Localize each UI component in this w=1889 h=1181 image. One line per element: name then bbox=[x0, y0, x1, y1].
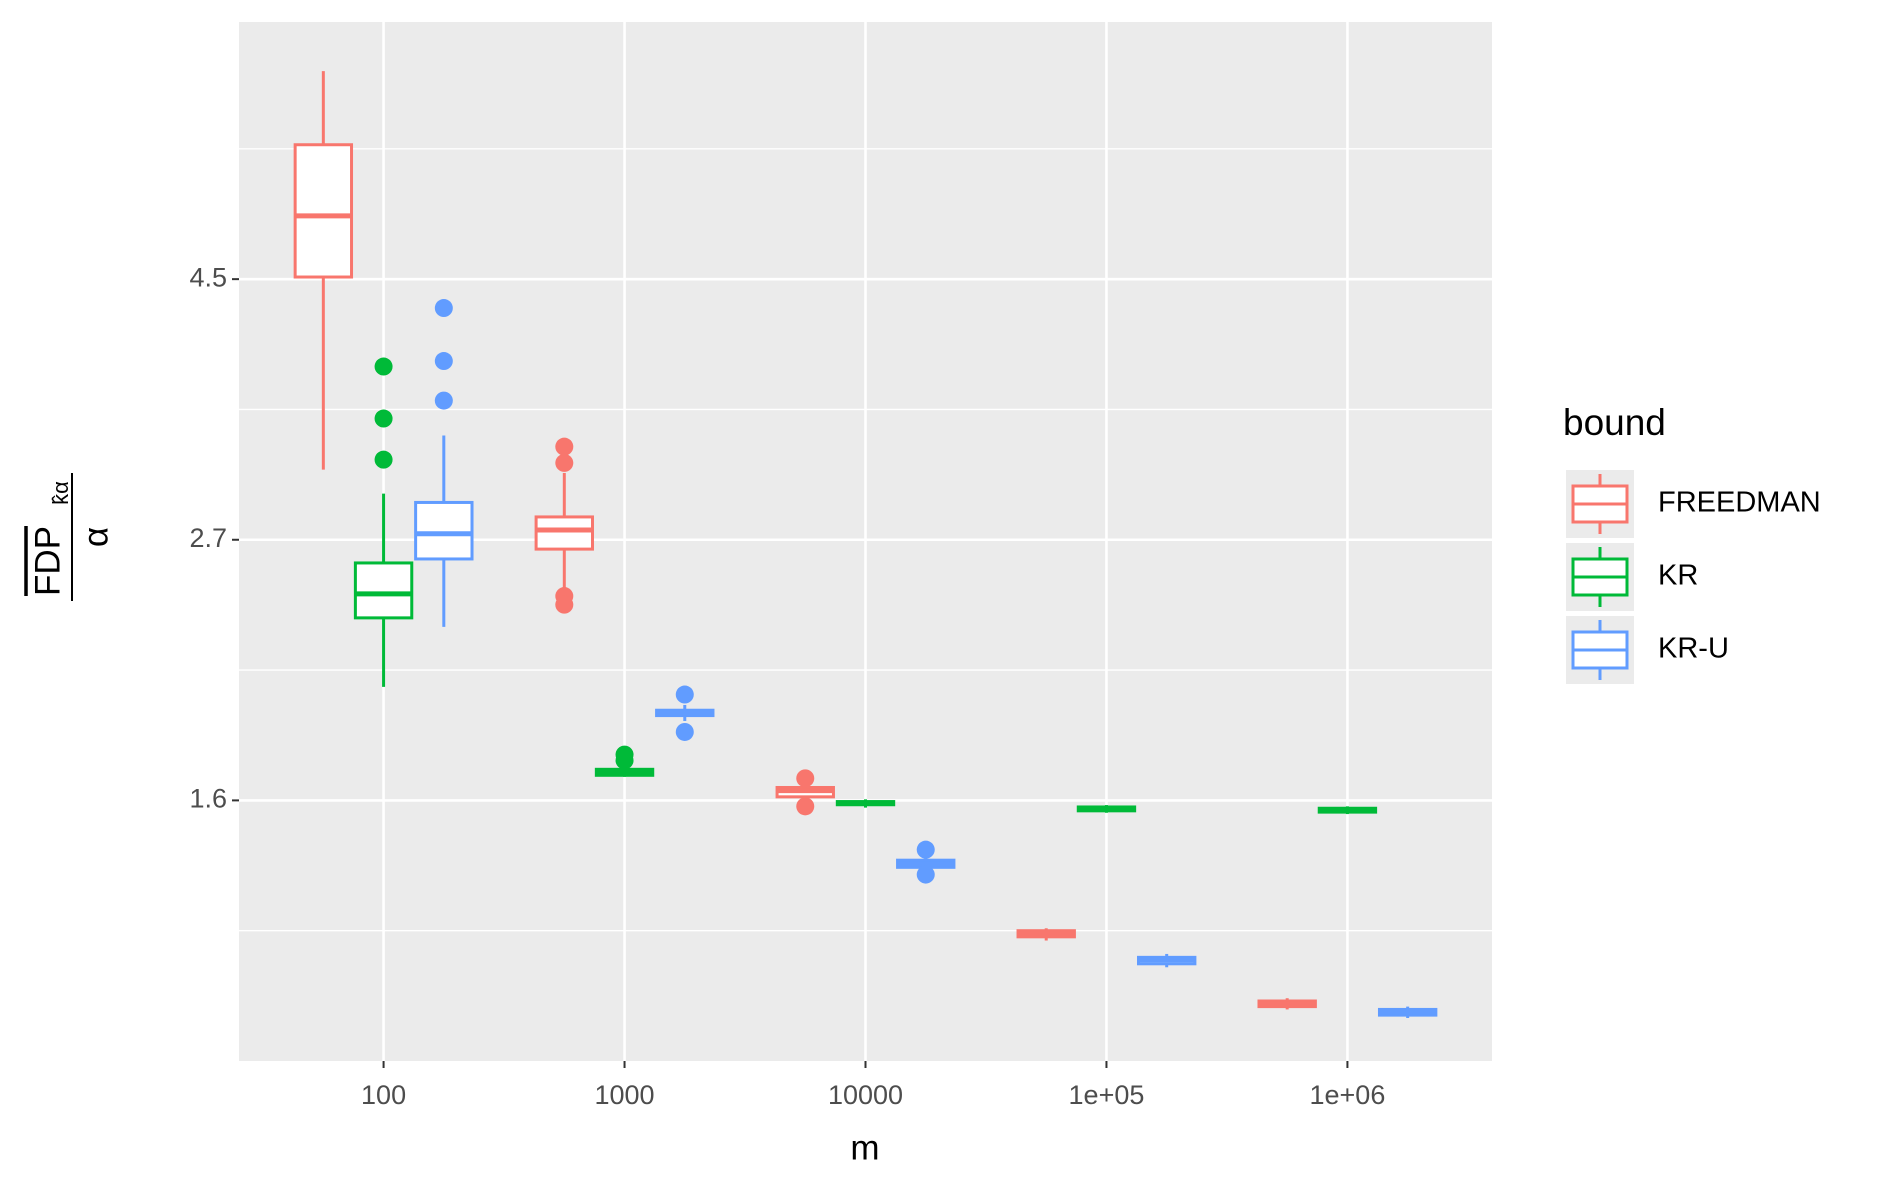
box bbox=[293, 143, 354, 279]
outlier bbox=[374, 357, 393, 376]
y-axis-label: FDP k̂α α bbox=[28, 473, 115, 601]
outlier bbox=[434, 299, 453, 318]
box bbox=[414, 500, 474, 561]
legend-label: KR bbox=[1658, 560, 1698, 592]
x-tick-label: 1e+05 bbox=[1069, 1080, 1145, 1110]
y-label-denominator: α bbox=[76, 527, 115, 547]
x-tick-label: 100 bbox=[361, 1080, 406, 1110]
y-tick-label: 4.5 bbox=[189, 262, 227, 292]
y-label-numerator: FDP bbox=[28, 526, 67, 596]
legend-label: KR-U bbox=[1658, 633, 1729, 665]
outlier bbox=[796, 797, 815, 816]
outlier bbox=[374, 450, 393, 469]
outlier bbox=[434, 352, 453, 371]
legend-title: bound bbox=[1563, 402, 1666, 443]
x-axis-label: m bbox=[850, 1128, 879, 1167]
outlier bbox=[675, 685, 694, 704]
legend-label: FREEDMAN bbox=[1658, 487, 1821, 519]
outlier bbox=[555, 595, 574, 614]
outlier bbox=[374, 409, 393, 428]
outlier bbox=[434, 391, 453, 410]
box bbox=[353, 561, 414, 620]
outlier bbox=[916, 865, 935, 884]
x-tick-label: 1e+06 bbox=[1310, 1080, 1386, 1110]
y-tick-label: 1.6 bbox=[189, 784, 227, 814]
outlier bbox=[555, 437, 574, 456]
y-tick-label: 2.7 bbox=[189, 523, 227, 553]
x-tick-label: 10000 bbox=[828, 1080, 903, 1110]
outlier bbox=[796, 769, 815, 788]
outlier bbox=[916, 840, 935, 859]
outlier bbox=[615, 751, 634, 770]
x-tick-label: 1000 bbox=[594, 1080, 654, 1110]
outlier bbox=[675, 722, 694, 741]
outlier bbox=[555, 453, 574, 472]
y-label-subscript: k̂α bbox=[48, 481, 73, 505]
box bbox=[534, 515, 594, 551]
